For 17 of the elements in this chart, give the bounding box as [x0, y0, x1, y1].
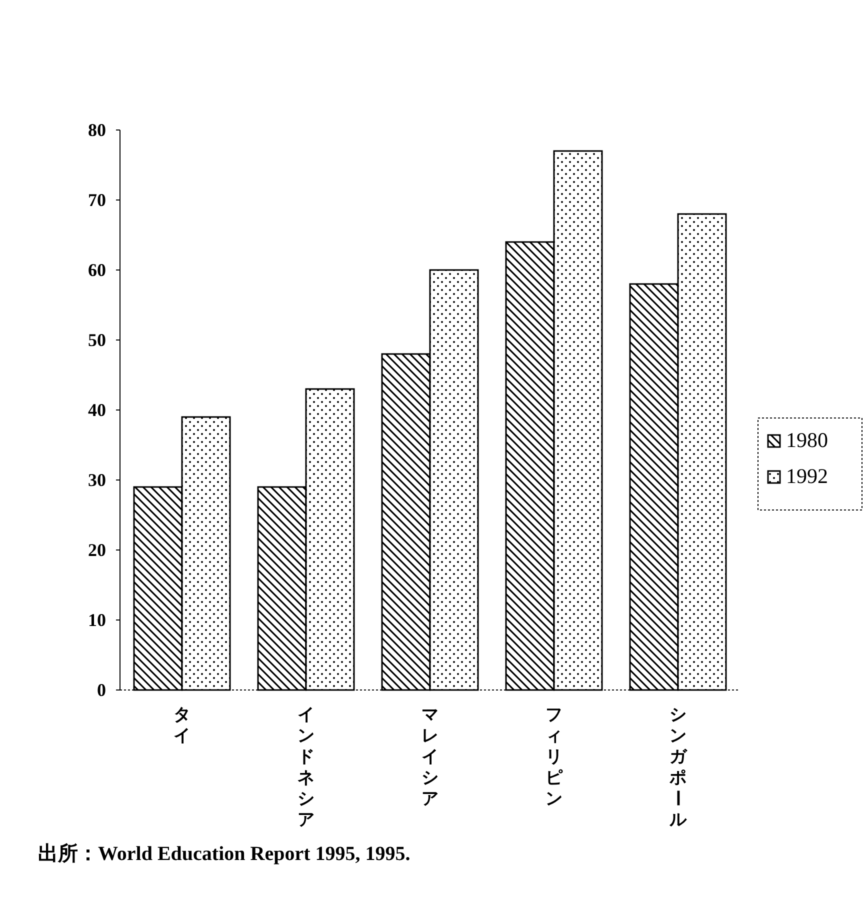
category-label: フィリピン — [546, 705, 562, 808]
y-tick-label: 0 — [97, 680, 106, 700]
category-label: シンガポール — [668, 705, 687, 829]
y-tick-label: 40 — [88, 400, 106, 420]
text: 出所：World Education Report 1995, 1995. — [38, 843, 410, 865]
legend-label: 1992 — [786, 464, 828, 488]
category-label: タイ — [174, 705, 190, 745]
y-tick-label: 50 — [88, 330, 106, 350]
y-tick-label: 20 — [88, 540, 106, 560]
y-tick-label: 30 — [88, 470, 106, 490]
y-tick-label: 80 — [88, 120, 106, 140]
category-label: マレイシア — [422, 705, 438, 808]
category-label: インドネシア — [298, 705, 314, 829]
legend-label: 1980 — [786, 428, 828, 452]
y-tick-label: 70 — [88, 190, 106, 210]
y-tick-label: 10 — [88, 610, 106, 630]
y-tick-label: 60 — [88, 260, 106, 280]
